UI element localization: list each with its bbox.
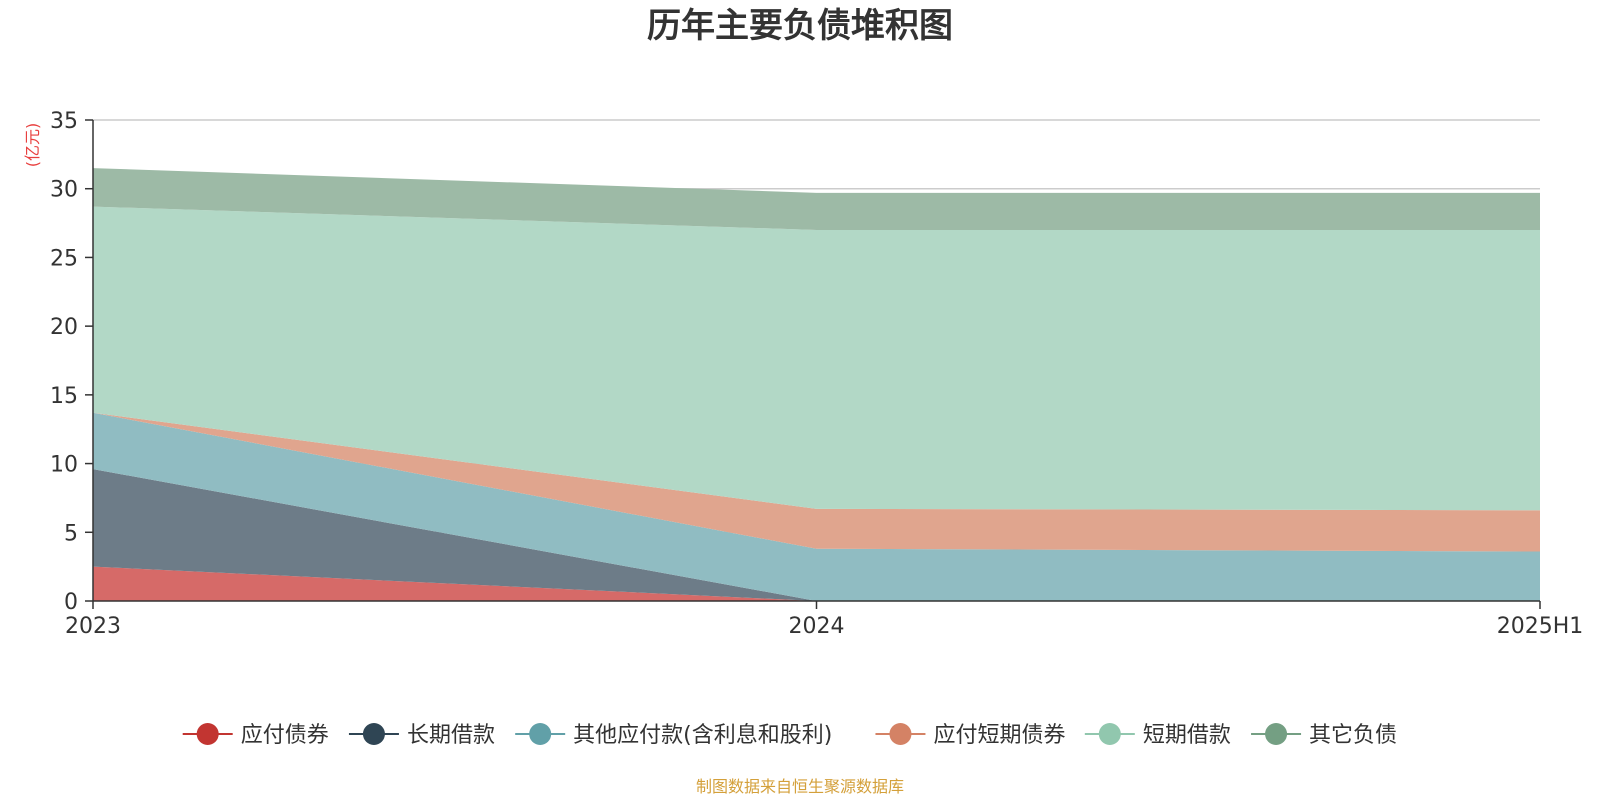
chart-title: 历年主要负债堆积图 bbox=[647, 6, 953, 46]
area-3 bbox=[93, 412, 1540, 552]
y-tick-label-6: 30 bbox=[50, 178, 78, 203]
legend-item-2[interactable]: 其他应付款(含利息和股利) bbox=[515, 723, 832, 748]
x-tick-label-0: 2023 bbox=[65, 614, 121, 639]
legend-label-1: 长期借款 bbox=[407, 723, 495, 748]
legend-marker-4 bbox=[1098, 723, 1121, 745]
y-tick-label-0: 0 bbox=[64, 590, 78, 615]
legend-label-0: 应付债券 bbox=[241, 723, 329, 748]
legend-marker-1 bbox=[362, 723, 385, 745]
area-1 bbox=[93, 469, 1540, 601]
legend-label-5: 其它负债 bbox=[1309, 723, 1397, 748]
y-tick-label-2: 10 bbox=[50, 453, 78, 478]
legend-item-5[interactable]: 其它负债 bbox=[1251, 723, 1397, 748]
area-series bbox=[93, 168, 1540, 601]
legend-item-4[interactable]: 短期借款 bbox=[1084, 723, 1231, 748]
y-tick-label-7: 35 bbox=[50, 109, 78, 134]
area-2 bbox=[93, 412, 1540, 601]
legend-marker-5 bbox=[1265, 723, 1288, 745]
y-tick-label-4: 20 bbox=[50, 315, 78, 340]
area-4 bbox=[93, 206, 1540, 511]
legend-marker-0 bbox=[196, 723, 219, 745]
legend-label-2: 其他应付款(含利息和股利) bbox=[573, 723, 832, 748]
area-5 bbox=[93, 168, 1540, 230]
legend[interactable]: 应付债券 长期借款 其他应付款(含利息和股利) 应付短期债券 短期借款 其它负债 bbox=[182, 723, 1397, 748]
legend-item-3[interactable]: 应付短期债券 bbox=[875, 723, 1065, 748]
axes: 0 5 10 15 20 25 30 35 2023 2024 2025H1 bbox=[50, 109, 1583, 639]
area-0 bbox=[93, 566, 1540, 601]
y-tick-label-5: 25 bbox=[50, 246, 78, 271]
legend-item-1[interactable]: 长期借款 bbox=[348, 723, 495, 748]
legend-marker-3 bbox=[889, 723, 912, 745]
x-tick-label-1: 2024 bbox=[789, 614, 845, 639]
legend-item-0[interactable]: 应付债券 bbox=[182, 723, 329, 748]
x-tick-label-2: 2025H1 bbox=[1497, 614, 1584, 639]
legend-label-3: 应付短期债券 bbox=[933, 723, 1065, 748]
legend-label-4: 短期借款 bbox=[1143, 723, 1231, 748]
source-note: 制图数据来自恒生聚源数据库 bbox=[696, 777, 904, 796]
legend-marker-2 bbox=[529, 723, 552, 745]
y-tick-label-3: 15 bbox=[50, 384, 78, 409]
y-tick-label-1: 5 bbox=[64, 521, 78, 546]
y-axis-unit-label: (亿元) bbox=[23, 123, 42, 168]
